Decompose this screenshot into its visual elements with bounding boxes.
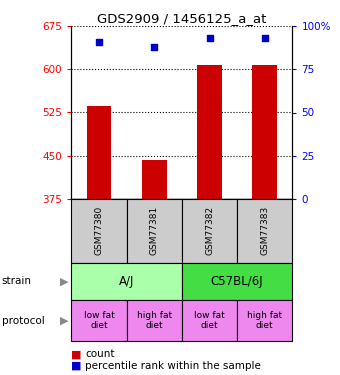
Text: low fat
diet: low fat diet (84, 311, 114, 330)
Text: strain: strain (2, 276, 32, 286)
Bar (71, 262, 182, 300)
Bar (87, 106, 112, 199)
Bar (182, 199, 237, 262)
Point (262, 35, 268, 41)
Bar (126, 300, 182, 341)
Text: protocol: protocol (2, 316, 45, 326)
Bar (71, 300, 126, 341)
Text: percentile rank within the sample: percentile rank within the sample (85, 361, 261, 370)
Bar (182, 300, 237, 341)
Bar (182, 262, 292, 300)
Bar (71, 199, 126, 262)
Point (152, 44, 157, 50)
Text: A/J: A/J (119, 275, 134, 288)
Bar (237, 199, 292, 262)
Text: C57BL/6J: C57BL/6J (211, 275, 264, 288)
Bar (142, 160, 167, 199)
Text: ■: ■ (71, 361, 82, 370)
Text: GSM77383: GSM77383 (260, 206, 269, 255)
Text: GSM77382: GSM77382 (205, 206, 214, 255)
Bar (126, 199, 182, 262)
Text: GSM77380: GSM77380 (95, 206, 103, 255)
Text: count: count (85, 350, 115, 359)
Text: ■: ■ (71, 350, 82, 359)
Bar (197, 65, 222, 199)
Point (207, 35, 212, 41)
Point (96, 39, 102, 45)
Text: low fat
diet: low fat diet (194, 311, 225, 330)
Bar (252, 65, 277, 199)
Text: ▶: ▶ (59, 316, 68, 326)
Title: GDS2909 / 1456125_a_at: GDS2909 / 1456125_a_at (97, 12, 267, 25)
Bar (237, 300, 292, 341)
Text: ▶: ▶ (59, 276, 68, 286)
Text: GSM77381: GSM77381 (150, 206, 159, 255)
Text: high fat
diet: high fat diet (137, 311, 172, 330)
Text: high fat
diet: high fat diet (247, 311, 282, 330)
